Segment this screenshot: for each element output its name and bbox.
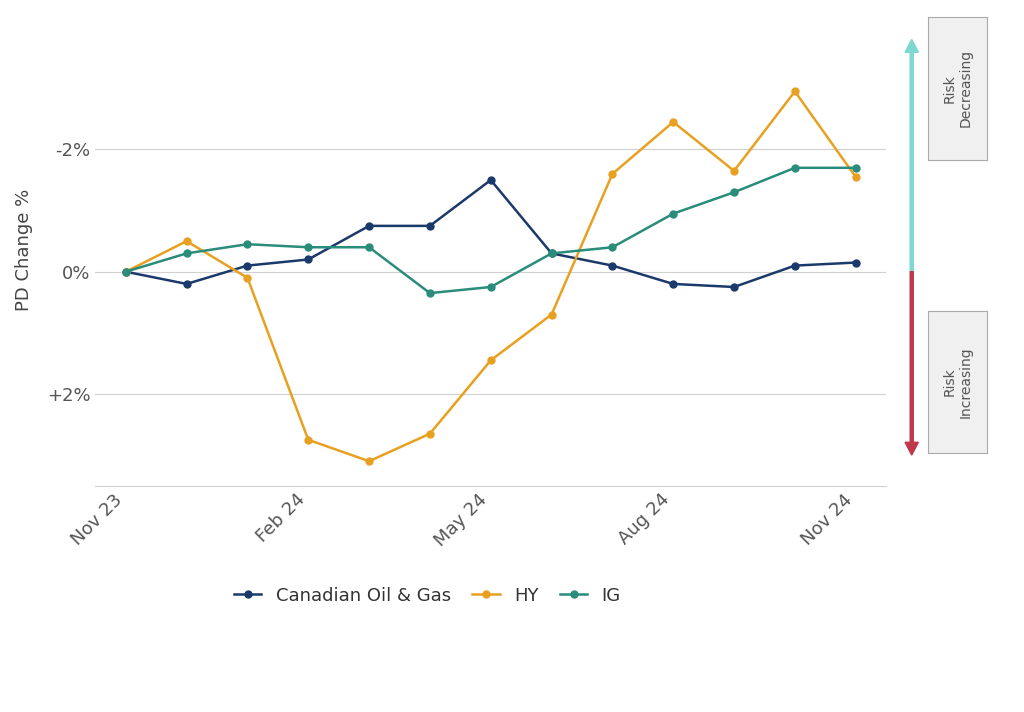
HY — [302, 436, 314, 444]
HY — [546, 310, 558, 319]
IG — [667, 209, 679, 218]
HY — [484, 356, 497, 365]
Canadian Oil & Gas — [120, 268, 132, 276]
HY — [362, 457, 375, 466]
Canadian Oil & Gas — [362, 221, 375, 230]
Canadian Oil & Gas — [788, 261, 801, 270]
Canadian Oil & Gas — [424, 221, 436, 230]
HY — [850, 173, 862, 182]
Canadian Oil & Gas — [242, 261, 254, 270]
IG — [850, 164, 862, 172]
Text: Risk
Increasing: Risk Increasing — [943, 346, 973, 417]
IG — [546, 249, 558, 258]
HY — [606, 169, 618, 178]
HY — [788, 87, 801, 95]
Legend: Canadian Oil & Gas, HY, IG: Canadian Oil & Gas, HY, IG — [227, 580, 628, 612]
IG — [180, 249, 193, 258]
Line: IG: IG — [122, 164, 859, 297]
Canadian Oil & Gas — [606, 261, 618, 270]
Canadian Oil & Gas — [484, 176, 497, 184]
IG — [362, 243, 375, 251]
IG — [424, 289, 436, 298]
HY — [424, 429, 436, 438]
IG — [788, 164, 801, 172]
HY — [667, 117, 679, 126]
IG — [728, 188, 740, 197]
Canadian Oil & Gas — [302, 255, 314, 263]
Text: Risk
Decreasing: Risk Decreasing — [943, 49, 973, 127]
HY — [120, 268, 132, 276]
IG — [120, 268, 132, 276]
HY — [180, 237, 193, 246]
HY — [242, 273, 254, 282]
Canadian Oil & Gas — [667, 280, 679, 288]
Line: Canadian Oil & Gas: Canadian Oil & Gas — [122, 177, 859, 290]
Canadian Oil & Gas — [180, 280, 193, 288]
Canadian Oil & Gas — [728, 283, 740, 291]
IG — [302, 243, 314, 251]
Y-axis label: PD Change %: PD Change % — [15, 189, 33, 311]
HY — [728, 167, 740, 175]
Canadian Oil & Gas — [546, 249, 558, 258]
IG — [242, 240, 254, 248]
IG — [606, 243, 618, 251]
Canadian Oil & Gas — [850, 258, 862, 267]
IG — [484, 283, 497, 291]
Line: HY: HY — [122, 88, 859, 465]
